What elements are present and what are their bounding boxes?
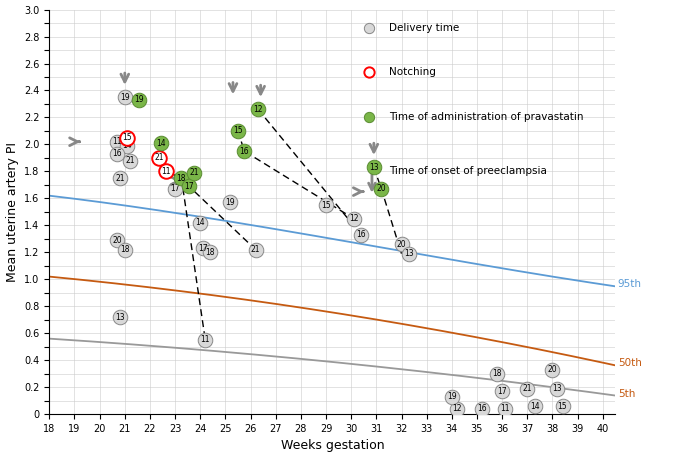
Text: 19: 19: [134, 95, 143, 104]
Point: [170, 185, 181, 193]
Text: 50th: 50th: [618, 358, 642, 368]
Point: [529, 403, 540, 410]
Text: 14: 14: [122, 141, 132, 150]
Text: 16: 16: [113, 149, 122, 158]
Point: [446, 393, 457, 400]
Point: [200, 336, 211, 344]
Point: [491, 370, 503, 377]
Text: 12: 12: [452, 404, 461, 413]
Point: [547, 366, 558, 373]
Text: 11: 11: [500, 404, 509, 413]
Point: [153, 154, 164, 162]
Text: 13: 13: [115, 312, 125, 322]
Point: [396, 240, 407, 248]
Point: [114, 174, 125, 182]
Point: [133, 96, 144, 104]
Text: 18: 18: [177, 174, 186, 183]
Text: 12: 12: [253, 105, 263, 114]
Point: [404, 250, 415, 257]
Text: 15: 15: [557, 402, 567, 410]
Point: [122, 134, 133, 142]
Point: [477, 405, 488, 413]
Point: [522, 385, 533, 392]
Text: 21: 21: [115, 174, 125, 183]
Point: [183, 183, 194, 190]
Point: [225, 199, 236, 206]
Text: 18: 18: [205, 248, 215, 257]
Point: [557, 403, 568, 410]
Point: [205, 249, 216, 256]
Text: 14: 14: [157, 139, 166, 147]
X-axis label: Weeks gestation: Weeks gestation: [280, 439, 384, 453]
Point: [499, 405, 510, 413]
Text: 17: 17: [498, 387, 507, 396]
Text: 18: 18: [120, 245, 129, 254]
Text: 14: 14: [530, 402, 539, 410]
Text: Time of onset of preeclampsia: Time of onset of preeclampsia: [389, 166, 547, 176]
Text: 17: 17: [171, 185, 180, 193]
Text: 21: 21: [154, 153, 164, 163]
Text: 18: 18: [492, 369, 502, 378]
Point: [176, 174, 187, 182]
Point: [195, 219, 206, 226]
Text: Time of administration of pravastatin: Time of administration of pravastatin: [389, 112, 583, 122]
Point: [156, 139, 167, 147]
Point: [552, 385, 563, 392]
Text: 19: 19: [226, 198, 235, 207]
Text: Notching: Notching: [389, 67, 436, 77]
Point: [111, 236, 122, 244]
Point: [111, 150, 122, 158]
Text: 20: 20: [548, 365, 557, 374]
Text: 11: 11: [113, 137, 122, 146]
Text: 14: 14: [196, 218, 205, 227]
Y-axis label: Mean uterine artery PI: Mean uterine artery PI: [6, 142, 19, 282]
Point: [451, 405, 462, 413]
Text: 21: 21: [125, 156, 134, 165]
Point: [250, 246, 261, 253]
Point: [356, 231, 367, 239]
Text: 17: 17: [184, 182, 193, 191]
Text: 11: 11: [161, 167, 171, 176]
Text: 21: 21: [189, 168, 199, 177]
Text: 16: 16: [356, 230, 366, 239]
Text: 12: 12: [349, 214, 358, 223]
Point: [239, 147, 250, 155]
Text: 19: 19: [447, 392, 457, 401]
Point: [348, 215, 359, 222]
Text: 13: 13: [553, 384, 562, 393]
Point: [232, 127, 244, 135]
Text: 20: 20: [113, 236, 122, 245]
Point: [496, 387, 507, 395]
Text: 21: 21: [523, 384, 532, 393]
Point: [125, 157, 136, 164]
Point: [122, 142, 133, 149]
Text: Delivery time: Delivery time: [389, 23, 459, 33]
Text: 13: 13: [404, 249, 414, 258]
Text: 17: 17: [198, 244, 207, 253]
Text: 21: 21: [251, 245, 260, 254]
Point: [197, 245, 208, 252]
Point: [189, 169, 200, 176]
Text: 11: 11: [200, 336, 210, 344]
Text: 16: 16: [239, 147, 249, 156]
Point: [119, 246, 130, 253]
Point: [320, 202, 331, 209]
Text: 5th: 5th: [618, 389, 635, 399]
Point: [119, 93, 130, 101]
Point: [376, 185, 387, 193]
Text: 19: 19: [120, 93, 129, 102]
Point: [161, 168, 172, 175]
Text: 16: 16: [477, 404, 487, 413]
Text: 20: 20: [377, 185, 386, 193]
Point: [111, 138, 122, 145]
Point: [253, 106, 264, 113]
Point: [114, 313, 125, 321]
Text: 20: 20: [397, 240, 406, 249]
Text: 15: 15: [233, 126, 243, 136]
Point: [368, 164, 379, 171]
Text: 15: 15: [322, 201, 331, 210]
Text: 15: 15: [122, 133, 132, 142]
Text: 95th: 95th: [618, 279, 642, 289]
Text: 13: 13: [369, 163, 379, 172]
